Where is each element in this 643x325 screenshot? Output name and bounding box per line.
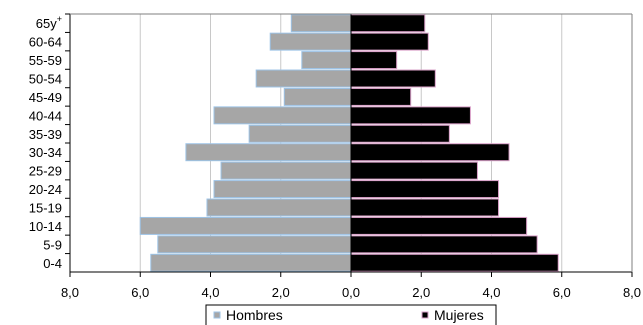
y-tick-label-45-49: 45-49 bbox=[29, 90, 62, 105]
y-tick-label-40-44: 40-44 bbox=[29, 108, 62, 123]
x-tick-labels: 8,0 6,0 4,0 2,0 0,0 2,0 4,0 6,0 8,0 bbox=[61, 285, 641, 300]
bar-mujeres-45-49 bbox=[350, 87, 412, 106]
y-tick-label-55-59: 55-59 bbox=[29, 53, 62, 68]
x-tick-label: 0,0 bbox=[342, 285, 360, 300]
bar-hombres-20-24 bbox=[213, 180, 352, 199]
y-tick-label-65y+: 65y+ bbox=[36, 14, 62, 31]
y-tick-label-50-54: 50-54 bbox=[29, 72, 62, 87]
x-tick-label: 6,0 bbox=[553, 285, 571, 300]
bar-mujeres-0-4 bbox=[350, 253, 559, 272]
bar-hombres-0-4 bbox=[150, 253, 352, 272]
bar-hombres-30-34 bbox=[185, 143, 352, 162]
legend: Hombres Mujeres bbox=[205, 304, 497, 325]
bar-mujeres-65y+ bbox=[350, 14, 426, 33]
bar-hombres-35-39 bbox=[248, 124, 352, 143]
y-tick-label-25-29: 25-29 bbox=[29, 164, 62, 179]
bar-mujeres-40-44 bbox=[350, 106, 471, 125]
y-tick-label-15-19: 15-19 bbox=[29, 201, 62, 216]
x-tick-label: 2,0 bbox=[272, 285, 290, 300]
y-tick-labels: 65y+ 60-64 55-59 50-54 45-49 40-44 35-39 30-34 2… bbox=[29, 14, 62, 271]
bar-hombres-55-59 bbox=[301, 51, 352, 70]
x-tick-label: 2,0 bbox=[412, 285, 430, 300]
legend-swatch-mujeres bbox=[421, 311, 429, 319]
legend-label-hombres: Hombres bbox=[226, 307, 283, 323]
bar-hombres-10-14 bbox=[139, 216, 352, 235]
y-tick-label-30-34: 30-34 bbox=[29, 145, 62, 160]
bar-hombres-25-29 bbox=[220, 161, 352, 180]
x-tick-label: 4,0 bbox=[201, 285, 219, 300]
bar-hombres-40-44 bbox=[213, 106, 352, 125]
legend-label-mujeres: Mujeres bbox=[434, 307, 484, 323]
bar-mujeres-10-14 bbox=[350, 216, 528, 235]
bar-mujeres-5-9 bbox=[350, 235, 538, 254]
x-tick-label: 4,0 bbox=[482, 285, 500, 300]
bar-mujeres-60-64 bbox=[350, 32, 429, 51]
bar-hombres-5-9 bbox=[157, 235, 352, 254]
y-tick-label-5-9: 5-9 bbox=[43, 237, 62, 252]
bar-mujeres-50-54 bbox=[350, 69, 436, 88]
y-tick-label-60-64: 60-64 bbox=[29, 35, 62, 50]
legend-swatch-hombres bbox=[213, 311, 221, 319]
bar-mujeres-30-34 bbox=[350, 143, 510, 162]
y-tick-label-0-4: 0-4 bbox=[43, 256, 62, 271]
bar-hombres-15-19 bbox=[206, 198, 352, 217]
axes bbox=[65, 13, 633, 277]
bar-mujeres-25-29 bbox=[350, 161, 478, 180]
bar-mujeres-55-59 bbox=[350, 51, 398, 70]
bar-hombres-50-54 bbox=[255, 69, 352, 88]
bar-mujeres-35-39 bbox=[350, 124, 450, 143]
y-tick-label-20-24: 20-24 bbox=[29, 182, 62, 197]
x-tick-label: 8,0 bbox=[61, 285, 79, 300]
x-tick-label: 6,0 bbox=[131, 285, 149, 300]
legend-box bbox=[205, 304, 497, 325]
bar-hombres-45-49 bbox=[283, 87, 352, 106]
y-tick-label-10-14: 10-14 bbox=[29, 219, 62, 234]
bar-mujeres-15-19 bbox=[350, 198, 500, 217]
bars bbox=[139, 14, 559, 272]
bar-hombres-60-64 bbox=[269, 32, 352, 51]
bar-mujeres-20-24 bbox=[350, 180, 500, 199]
x-tick-label: 8,0 bbox=[623, 285, 641, 300]
bar-hombres-65y+ bbox=[290, 14, 352, 33]
y-tick-label-35-39: 35-39 bbox=[29, 127, 62, 142]
